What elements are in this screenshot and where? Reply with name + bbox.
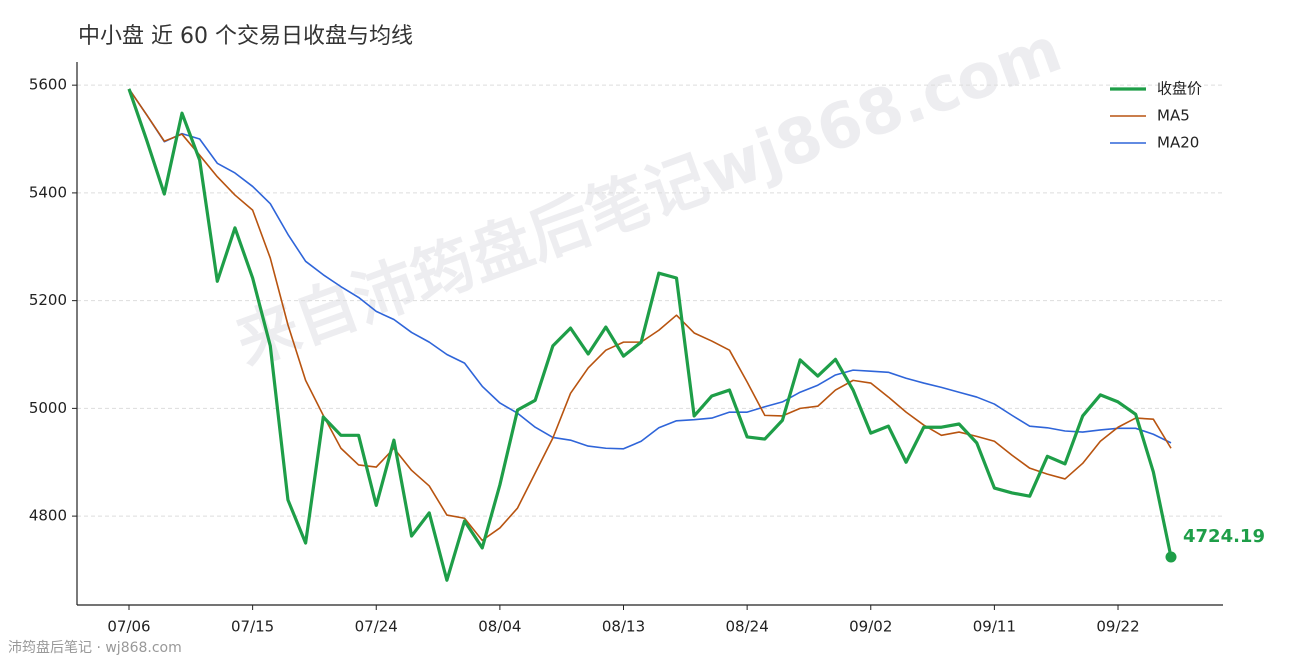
y-tick-label: 5400 [29,183,67,201]
footer: 沛筠盘后笔记 · wj868.com [8,639,182,656]
y-tick-label: 5200 [29,291,67,309]
x-tick-label: 08/13 [602,618,645,636]
x-tick-label: 08/04 [478,618,521,636]
last-point [1165,551,1177,563]
x-tick-label: 09/11 [973,618,1016,636]
series-line [127,88,1173,582]
series-line [128,88,1172,542]
watermark: 来自沛筠盘后笔记wj868.com [227,13,1071,380]
legend-label: 收盘价 [1157,80,1202,98]
y-tick-label: 4800 [29,507,67,525]
legend-label: MA20 [1157,134,1199,152]
last-value-label: 4724.19 [1183,526,1265,547]
x-tick-label: 09/02 [849,618,892,636]
chart-title: 中小盘 近 60 个交易日收盘与均线 [78,24,413,49]
y-tick-label: 5600 [29,76,67,94]
x-tick-label: 07/24 [355,618,398,636]
x-tick-label: 08/24 [726,618,769,636]
x-tick-label: 07/06 [107,618,150,636]
y-tick-label: 5000 [29,399,67,417]
x-tick-label: 09/22 [1096,618,1139,636]
series-line [128,88,1172,450]
legend-label: MA5 [1157,107,1190,125]
x-tick-label: 07/15 [231,618,274,636]
